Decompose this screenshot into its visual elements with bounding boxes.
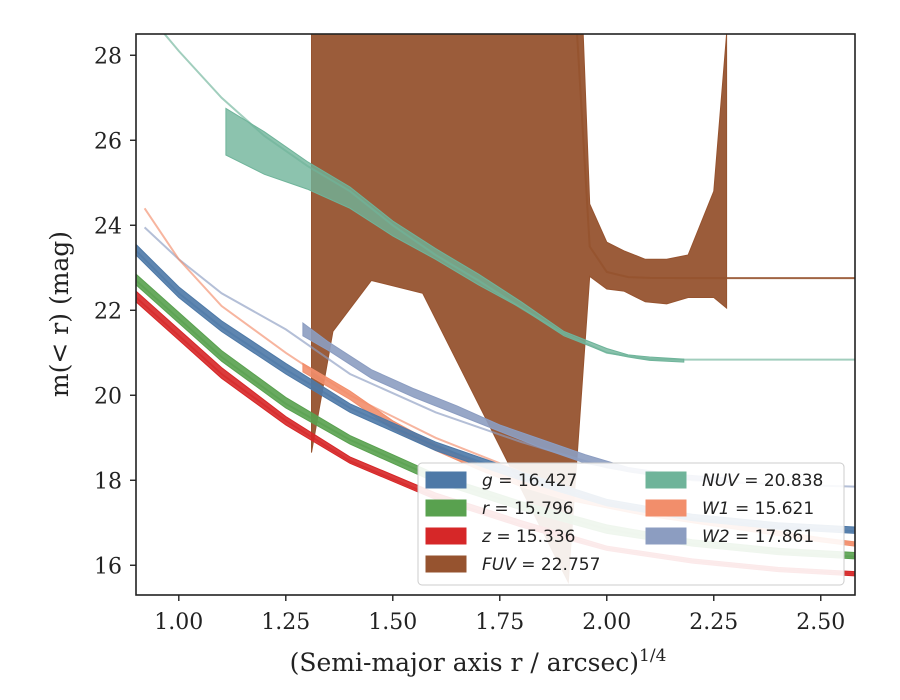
y-axis: 16 18 20 22 24 26 28: [94, 44, 136, 579]
series-FUV-model-line: [576, 34, 855, 280]
legend-entry-z: z = 15.336: [425, 527, 575, 547]
legend-label-symbol: W2: [702, 527, 730, 547]
legend-swatch: [645, 499, 687, 517]
series-z-band: [136, 290, 855, 577]
legend-label-symbol: g: [482, 471, 493, 491]
legend-label-value: = 16.427: [493, 471, 578, 491]
legend-label-value: = 15.336: [491, 527, 576, 547]
series-r-band: [136, 273, 855, 560]
legend-label-symbol: r: [482, 499, 490, 519]
series-FUV-band: [311, 34, 728, 585]
x-tick-label: 1.25: [261, 610, 310, 635]
y-tick-label: 18: [94, 469, 122, 494]
legend-entry-W2: W2 = 17.861: [645, 527, 814, 547]
plot-frame: [135, 33, 856, 596]
legend-label-symbol: z: [481, 527, 492, 547]
legend-label: r = 15.796: [482, 499, 574, 519]
x-axis-label-superscript: 1/4: [639, 646, 666, 666]
legend-label-value: = 15.621: [730, 499, 815, 519]
legend-swatch: [425, 555, 467, 573]
series-g-band: [136, 243, 855, 534]
x-tick-label: 1.75: [475, 610, 524, 635]
legend-label: FUV = 22.757: [482, 555, 600, 575]
x-tick-label: 2.50: [796, 610, 845, 635]
legend-swatch: [425, 499, 467, 517]
y-tick-label: 28: [94, 44, 122, 69]
y-axis-label: m(< r) (mag): [45, 231, 74, 397]
legend-label: W2 = 17.861: [702, 527, 814, 547]
x-axis-label: (Semi-major axis r / arcsec)1/4: [290, 646, 667, 677]
y-tick-label: 20: [94, 384, 122, 409]
legend-label: z = 15.336: [481, 527, 575, 547]
series-NUV: [163, 34, 855, 363]
series-NUV-band: [225, 107, 685, 363]
legend-label-symbol: NUV: [702, 471, 740, 491]
legend-label-value: = 20.838: [739, 471, 824, 491]
x-axis: 1.00 1.25 1.50 1.75 2.00 2.25 2.50: [154, 595, 845, 635]
y-tick-label: 24: [94, 214, 122, 239]
legend-swatch: [425, 527, 467, 545]
legend-label-value: = 22.757: [516, 555, 601, 575]
x-tick-label: 1.00: [154, 610, 203, 635]
legend-label-symbol: W1: [702, 499, 730, 519]
legend-label: NUV = 20.838: [702, 471, 823, 491]
legend-label-symbol: FUV: [482, 555, 517, 575]
legend-entry-FUV: FUV = 22.757: [425, 555, 600, 575]
y-tick-label: 26: [94, 129, 122, 154]
legend-swatch: [645, 471, 687, 489]
x-tick-label: 2.00: [582, 610, 631, 635]
legend-entry-g: g = 16.427: [425, 471, 577, 491]
legend-label: g = 16.427: [482, 471, 577, 491]
legend-entry-W1: W1 = 15.621: [645, 499, 814, 519]
legend-label-value: = 17.861: [730, 527, 815, 547]
legend-entry-NUV: NUV = 20.838: [645, 471, 823, 491]
x-tick-label: 2.25: [689, 610, 738, 635]
x-axis-label-text: (Semi-major axis r / arcsec): [290, 648, 639, 677]
legend-box: [417, 462, 845, 586]
legend-label: W1 = 15.621: [702, 499, 814, 519]
legend-swatch: [645, 527, 687, 545]
x-tick-label: 1.50: [368, 610, 417, 635]
legend-label-value: = 15.796: [489, 499, 574, 519]
y-tick-label: 16: [94, 554, 122, 579]
series-FUV: [311, 34, 855, 585]
legend-swatch: [425, 471, 467, 489]
legend-entry-r: r = 15.796: [425, 499, 574, 519]
y-tick-label: 22: [94, 299, 122, 324]
